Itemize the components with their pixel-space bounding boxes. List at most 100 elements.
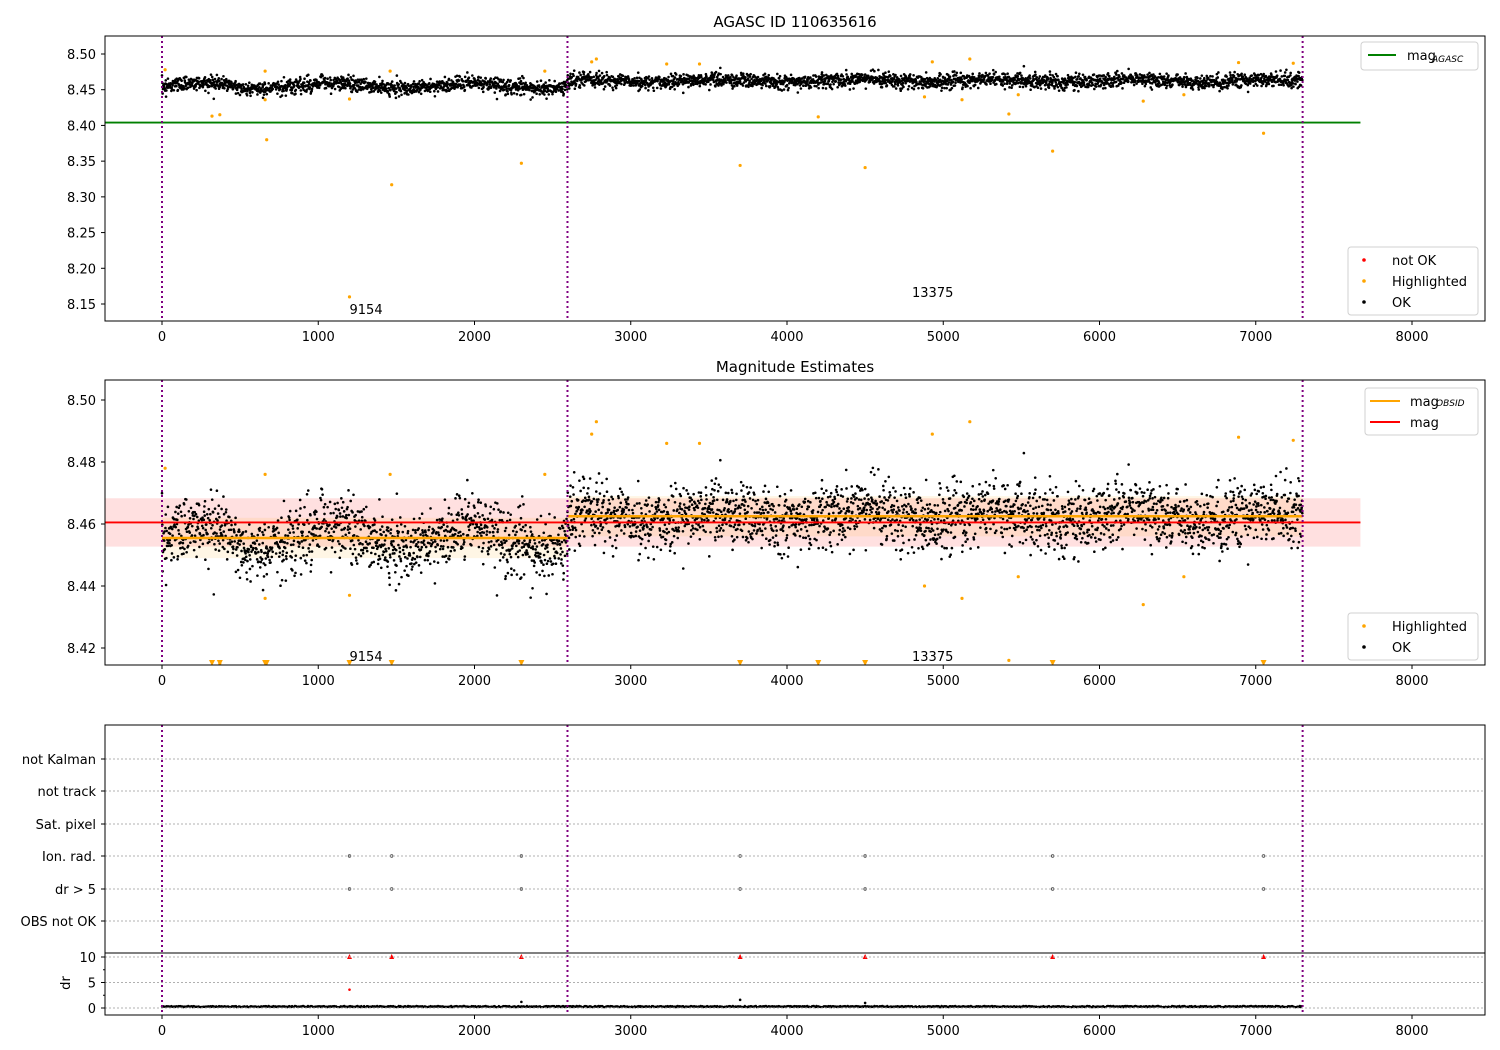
ok-point (372, 86, 375, 90)
ok-point (542, 553, 546, 557)
ok-point (1024, 76, 1028, 80)
ok-point (195, 88, 198, 92)
ok-point (440, 525, 444, 529)
ok-point (166, 77, 170, 80)
ok-point (187, 523, 190, 526)
ok-point (379, 91, 383, 94)
ok-point (959, 71, 963, 75)
ok-point (477, 545, 481, 549)
ok-point (216, 519, 219, 522)
ok-point (1008, 86, 1011, 89)
ok-point (198, 545, 201, 549)
ok-point (1054, 72, 1058, 76)
ok-point (248, 553, 251, 557)
ok-point (250, 532, 254, 536)
ok-point (185, 75, 188, 79)
ok-point (305, 492, 309, 496)
ok-point (294, 554, 298, 557)
highlighted-point (594, 57, 598, 61)
ok-point (330, 546, 334, 549)
ok-point (220, 524, 224, 527)
ok-point (1283, 71, 1287, 74)
ok-point (387, 529, 390, 533)
ok-point (243, 558, 247, 562)
ok-point (821, 78, 824, 81)
ok-point (284, 554, 288, 558)
ok-point (375, 541, 379, 545)
ok-point (178, 504, 182, 507)
ok-point (435, 518, 439, 522)
ok-point (1006, 72, 1009, 75)
ok-point (492, 543, 496, 547)
ok-point (294, 509, 298, 513)
ok-point (535, 80, 539, 83)
ok-point (380, 525, 384, 528)
ok-point (487, 540, 491, 544)
ok-point (505, 85, 508, 88)
ok-point (494, 76, 497, 79)
ok-point (510, 92, 513, 96)
ok-point (542, 563, 545, 567)
ok-point (492, 507, 496, 511)
ok-point (418, 555, 422, 559)
ok-point (496, 82, 500, 86)
ok-point (213, 507, 217, 510)
ok-point (1223, 79, 1227, 82)
ok-point (364, 77, 368, 80)
ok-point (411, 82, 415, 86)
ok-point (991, 75, 995, 79)
ok-point (523, 539, 526, 542)
ok-point (857, 75, 861, 79)
ok-point (881, 79, 885, 83)
ok-point (328, 76, 332, 79)
ok-point (531, 547, 535, 551)
ok-point (808, 81, 811, 85)
ok-point (549, 560, 553, 563)
ok-point (299, 507, 302, 510)
ok-point (478, 531, 482, 535)
ok-point (170, 558, 173, 562)
ok-point (611, 86, 614, 89)
ok-point (714, 85, 717, 88)
ok-point (320, 487, 324, 491)
ok-point (446, 530, 449, 533)
ok-point (165, 529, 168, 533)
ok-point (542, 531, 546, 535)
ok-point (506, 92, 510, 96)
ok-point (1184, 72, 1187, 75)
ok-point (578, 71, 581, 74)
ok-point (820, 73, 824, 76)
ok-point (186, 544, 190, 548)
ok-point (236, 545, 239, 549)
ok-point (176, 88, 180, 92)
ok-point (1272, 84, 1275, 88)
ok-point (288, 83, 292, 86)
ok-point (277, 531, 280, 535)
ok-point (601, 82, 605, 85)
ok-point (497, 508, 500, 511)
ok-point (395, 492, 399, 495)
ok-point (310, 89, 314, 93)
ok-point (726, 74, 730, 77)
ok-point (644, 79, 648, 82)
ok-point (377, 554, 381, 558)
ok-point (260, 550, 263, 554)
ok-point (180, 534, 183, 538)
ok-point (775, 82, 778, 86)
ok-point (274, 552, 278, 555)
ok-point (1060, 86, 1064, 90)
ok-point (1274, 70, 1278, 73)
ok-point (489, 545, 493, 548)
ok-point (517, 85, 521, 88)
ok-point (496, 528, 500, 531)
ok-point (203, 514, 207, 517)
ok-point (1165, 72, 1168, 75)
ok-point (485, 530, 489, 533)
ok-point (1183, 75, 1186, 79)
ok-point (210, 498, 214, 501)
ok-point (687, 85, 690, 89)
ok-point (326, 505, 329, 509)
ok-point (486, 552, 490, 556)
ok-point (209, 526, 213, 530)
ok-point (310, 87, 314, 91)
